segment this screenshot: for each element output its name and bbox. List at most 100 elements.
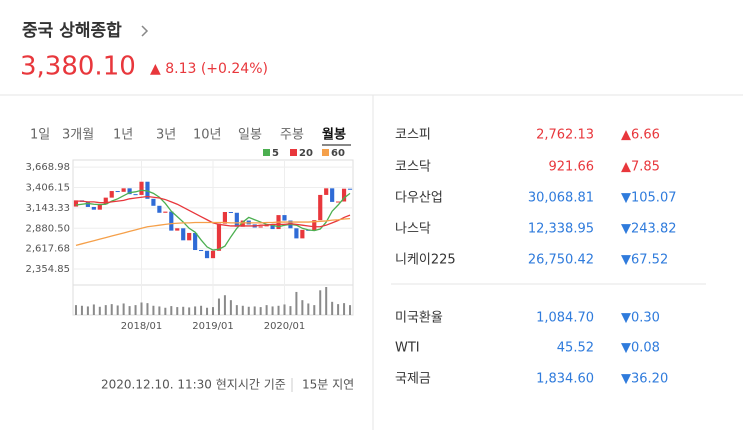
volume-bar — [349, 305, 352, 315]
volume-bar — [307, 303, 310, 315]
candle-body — [181, 228, 186, 241]
volume-bar — [134, 305, 137, 315]
row-name[interactable]: 니케이225 — [395, 253, 456, 268]
volume-bar — [277, 305, 280, 315]
volume-bar — [164, 307, 167, 315]
candle-body — [91, 206, 96, 210]
period-tab[interactable]: 1일 — [30, 128, 50, 143]
volume-bar — [212, 307, 214, 315]
candle-body — [85, 201, 90, 207]
volume-bar — [235, 305, 238, 315]
candle-body — [228, 211, 233, 213]
candle-body — [115, 191, 120, 193]
row-name[interactable]: 미국환율 — [395, 311, 443, 326]
period-tab[interactable]: 3년 — [156, 128, 176, 143]
period-tab[interactable]: 1년 — [113, 128, 133, 143]
candle-body — [347, 188, 353, 190]
y-tick-label: 2,354.85 — [25, 264, 70, 275]
volume-bar — [253, 306, 256, 315]
candle-body — [169, 211, 174, 231]
candle-body — [216, 223, 222, 251]
candle-body — [97, 204, 102, 210]
volume-bar — [229, 300, 232, 315]
chevron[interactable] — [141, 25, 149, 37]
volume-bar — [182, 306, 185, 315]
volume-bar — [295, 291, 298, 315]
candle-body — [204, 250, 210, 259]
legend-label: 20 — [299, 148, 313, 159]
volume-bar — [319, 290, 322, 315]
candle-body — [127, 188, 132, 195]
candle-body — [294, 228, 299, 239]
volume-bar — [247, 306, 250, 315]
candle-body — [234, 212, 239, 227]
period-tab[interactable]: 월봉 — [322, 127, 346, 143]
volume-bar — [343, 303, 346, 315]
legend-label: 60 — [331, 148, 345, 159]
candle-body — [199, 250, 204, 252]
ma-line — [75, 189, 351, 251]
row-change: ▼243.82 — [621, 222, 677, 237]
candle-body — [222, 211, 227, 224]
candle-body — [312, 220, 317, 231]
volume-bar — [86, 306, 89, 315]
volume-bar — [188, 307, 191, 315]
volume-bar — [313, 305, 316, 315]
y-tick-label: 2,880.50 — [25, 223, 70, 234]
title[interactable]: 중국 상해종합 — [22, 20, 122, 41]
legend-label: 5 — [272, 148, 279, 159]
legend-swatch — [322, 149, 329, 156]
y-tick-label: 3,143.33 — [25, 203, 70, 214]
candle-body — [336, 201, 341, 203]
volume-bar — [200, 305, 203, 315]
candle-body — [151, 198, 156, 206]
volume-bar — [110, 304, 113, 315]
row-name[interactable]: 코스닥 — [395, 160, 431, 175]
candle-body — [157, 205, 162, 213]
y-tick-label: 2,617.68 — [25, 244, 70, 255]
volume-bar — [331, 301, 334, 315]
volume-bar — [170, 306, 173, 315]
candle-body — [282, 215, 287, 221]
candle-body — [175, 228, 180, 231]
candle-body — [341, 188, 347, 202]
volume-bar — [74, 305, 77, 315]
candle-body — [324, 188, 329, 195]
period-tab[interactable]: 10년 — [193, 128, 222, 143]
volume-bar — [98, 306, 101, 315]
row-change: ▼0.08 — [621, 341, 660, 356]
footer-time: 2020.12.10. 11:30 현지시간 기준 — [101, 378, 286, 392]
row-name[interactable]: 다우산업 — [395, 191, 443, 206]
row-change: ▼0.30 — [621, 311, 660, 326]
volume-bar — [206, 307, 209, 315]
volume-bar — [146, 303, 149, 315]
row-name[interactable]: 코스피 — [395, 128, 431, 143]
row-change: ▼67.52 — [621, 253, 668, 268]
volume-bar — [104, 305, 107, 315]
volume-bar — [271, 306, 274, 315]
row-value: 26,750.42 — [528, 253, 594, 268]
candle-body — [300, 229, 305, 239]
candle-body — [163, 211, 168, 213]
candle-body — [109, 191, 114, 198]
row-name[interactable]: WTI — [395, 341, 420, 356]
ma-line — [75, 217, 351, 246]
volume-bar — [128, 306, 131, 315]
x-tick-label: 2018/01 — [121, 321, 163, 332]
row-value: 2,762.13 — [536, 128, 594, 143]
volume-bar — [176, 307, 179, 315]
period-tab[interactable]: 3개월 — [62, 128, 94, 143]
row-value: 30,068.81 — [528, 191, 594, 206]
volume-bar — [289, 306, 292, 315]
period-tab[interactable]: 일봉 — [238, 128, 262, 143]
volume-bar — [122, 303, 125, 315]
volume-bar — [152, 305, 155, 315]
row-name[interactable]: 국제금 — [395, 372, 431, 387]
volume-bar — [301, 300, 304, 315]
period-tab[interactable]: 주봉 — [280, 128, 304, 143]
row-name[interactable]: 나스닥 — [395, 222, 431, 237]
candle-body — [145, 181, 150, 199]
row-value: 921.66 — [549, 160, 595, 175]
footer-delay: 15분 지연 — [302, 378, 354, 392]
